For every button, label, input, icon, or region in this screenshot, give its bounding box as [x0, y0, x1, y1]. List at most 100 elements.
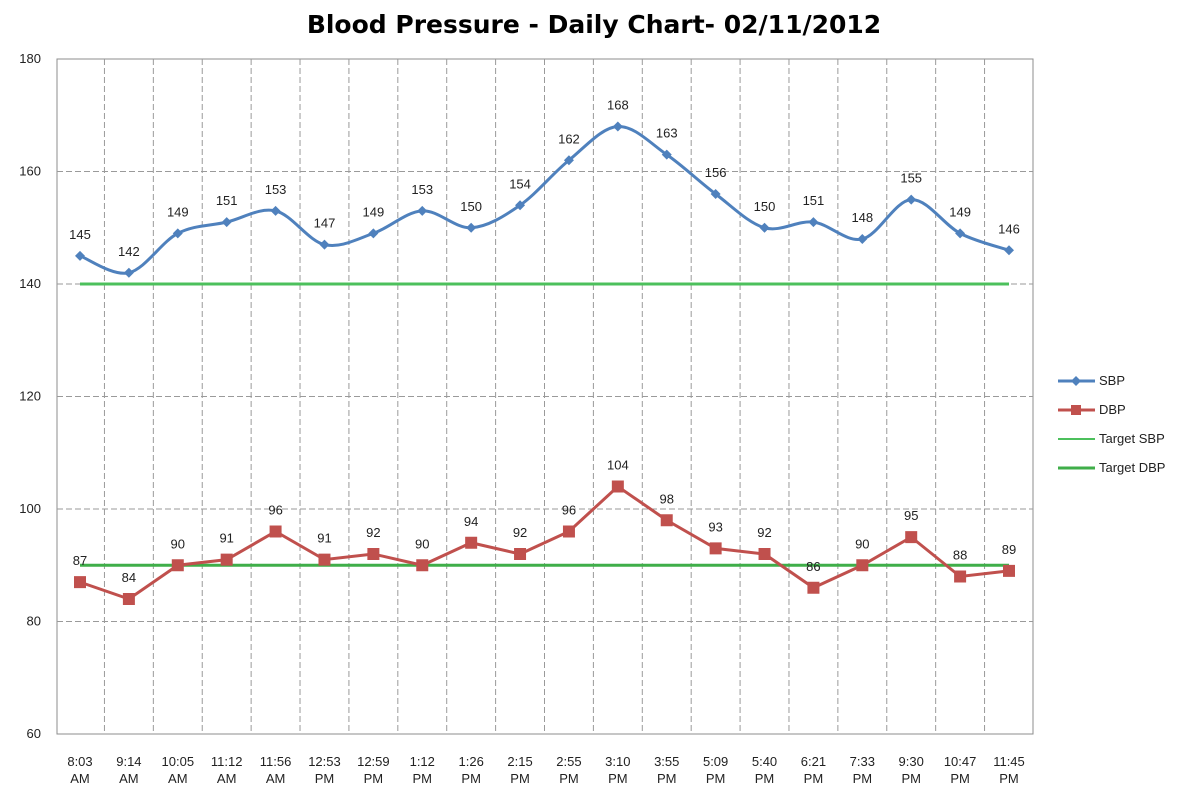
- sbp-data-label: 163: [656, 126, 678, 141]
- dbp-data-label: 92: [757, 525, 771, 540]
- series-layer: 145 142 149 151 153 147 149 153 150 154 162 168 163 1…: [69, 98, 1020, 605]
- sbp-point: [75, 250, 85, 261]
- dbp-point: [122, 593, 135, 605]
- x-tick-period: PM: [510, 771, 530, 786]
- dbp-point: [709, 542, 722, 555]
- dbp-data-label: 84: [122, 570, 136, 585]
- sbp-point: [466, 222, 477, 233]
- x-tick-label: 2:15 PM: [507, 754, 532, 786]
- legend-label: Target SBP: [1099, 431, 1165, 446]
- x-tick-label: 9:14 AM: [116, 754, 141, 786]
- dbp-data-label: 90: [415, 536, 429, 551]
- dbp-point: [954, 570, 967, 583]
- x-tick-period: PM: [853, 771, 873, 786]
- x-tick-period: PM: [315, 771, 335, 786]
- x-tick-label: 2:55 PM: [556, 754, 581, 786]
- x-tick-label: 11:12 AM: [211, 754, 243, 786]
- dbp-point: [856, 559, 869, 572]
- sbp-data-label: 149: [949, 204, 971, 219]
- dbp-point: [367, 548, 380, 560]
- x-tick-label: 5:40 PM: [752, 754, 777, 786]
- legend-diamond-marker: [1071, 376, 1081, 386]
- x-tick-period: PM: [364, 771, 384, 786]
- x-tick-time: 2:15: [507, 754, 532, 769]
- x-tick-time: 1:12: [410, 754, 435, 769]
- sbp-data-label: 148: [851, 210, 873, 225]
- x-tick-period: PM: [804, 771, 824, 786]
- sbp-point: [270, 205, 281, 216]
- dbp-point: [269, 525, 282, 538]
- dbp-data-label: 95: [904, 508, 918, 523]
- x-tick-period: PM: [901, 771, 921, 786]
- x-tick-label: 3:10 PM: [605, 754, 630, 786]
- dbp-data-label: 93: [708, 519, 722, 534]
- sbp-point: [955, 228, 966, 239]
- x-axis: 8:03 AM 9:14 AM 10:05 AM 11:12 AM 11:56 AM 12:53 PM…: [67, 754, 1024, 786]
- dbp-data-label: 104: [607, 458, 629, 473]
- dbp-point: [416, 559, 429, 572]
- x-tick-label: 3:55 PM: [654, 754, 679, 786]
- dbp-data-label: 92: [366, 525, 380, 540]
- sbp-data-label: 145: [69, 227, 91, 242]
- x-tick-time: 6:21: [801, 754, 826, 769]
- x-tick-time: 11:45: [993, 754, 1025, 769]
- x-tick-time: 3:10: [605, 754, 630, 769]
- sbp-data-label: 156: [705, 165, 727, 180]
- sbp-point: [906, 194, 917, 205]
- sbp-data-label: 146: [998, 221, 1020, 236]
- x-tick-time: 8:03: [67, 754, 92, 769]
- dbp-data-label: 96: [562, 503, 576, 518]
- dbp-data-label: 91: [219, 531, 233, 546]
- sbp-data-label: 149: [363, 204, 385, 219]
- dbp-point: [171, 559, 184, 572]
- sbp-data-label: 151: [216, 193, 238, 208]
- sbp-point: [710, 189, 721, 199]
- dbp-line: [79, 484, 1010, 601]
- legend-square-marker: [1071, 405, 1081, 415]
- y-tick-label: 140: [19, 276, 41, 291]
- sbp-point: [221, 217, 232, 228]
- dbp-data-label: 96: [268, 503, 282, 518]
- x-tick-label: 1:26 PM: [459, 754, 484, 786]
- dbp-data-label: 90: [171, 536, 185, 551]
- dbp-point: [758, 548, 771, 560]
- dbp-data-label: 90: [855, 536, 869, 551]
- gridlines: [57, 59, 1033, 734]
- sbp-point: [661, 149, 672, 160]
- dbp-data-label: 88: [953, 548, 967, 563]
- dbp-data-label: 87: [73, 553, 87, 568]
- x-tick-time: 3:55: [654, 754, 679, 769]
- y-tick-label: 160: [19, 164, 41, 179]
- legend-label: DBP: [1099, 402, 1126, 417]
- dbp-point: [318, 553, 331, 566]
- sbp-point: [1004, 245, 1014, 256]
- sbp-data-label: 153: [265, 182, 287, 197]
- sbp-point: [123, 267, 134, 278]
- dbp-data-label: 92: [513, 525, 527, 540]
- sbp-point: [808, 217, 819, 228]
- dbp-point: [1003, 564, 1015, 577]
- y-tick-label: 180: [19, 51, 41, 66]
- dbp-data-label: 98: [660, 491, 674, 506]
- x-tick-label: 1:12 PM: [410, 754, 435, 786]
- chart-title: Blood Pressure - Daily Chart- 02/11/2012: [307, 10, 881, 39]
- sbp-point: [368, 228, 379, 239]
- dbp-point: [807, 581, 820, 594]
- dbp-point: [562, 525, 575, 538]
- x-tick-period: AM: [70, 771, 90, 786]
- sbp-point: [319, 239, 330, 250]
- sbp-data-label: 155: [900, 171, 922, 186]
- sbp-point: [759, 222, 770, 233]
- x-tick-time: 9:30: [899, 754, 924, 769]
- x-tick-label: 7:33 PM: [850, 754, 875, 786]
- dbp-point: [660, 514, 673, 527]
- dbp-point: [220, 553, 233, 566]
- dbp-data-label: 86: [806, 559, 820, 574]
- sbp-point: [515, 200, 526, 211]
- sbp-data-label: 150: [460, 199, 482, 214]
- sbp-data-label: 142: [118, 244, 140, 259]
- sbp-data-label: 151: [803, 193, 825, 208]
- x-tick-period: AM: [168, 771, 188, 786]
- dbp-data-label: 91: [317, 531, 331, 546]
